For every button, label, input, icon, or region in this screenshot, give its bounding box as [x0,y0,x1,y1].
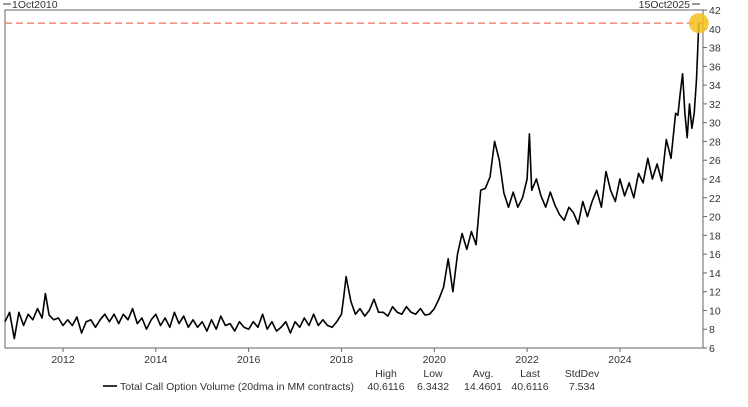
y-tick-label: 18 [709,230,721,242]
y-tick-label: 30 [709,118,721,130]
x-axis: 2012 2014 2016 2018 2020 2022 2024 [51,348,632,366]
y-tick-label: 36 [709,61,721,73]
stat-header-low: Low [423,368,443,380]
y-tick-label: 32 [709,99,721,111]
x-tick-label: 2022 [515,354,539,366]
stat-header-high: High [375,368,397,380]
y-axis: 6 8 10 12 14 16 18 20 22 24 26 28 30 32 34 36 38 40 42 [703,5,721,355]
marker-layer [688,13,709,34]
end-date-label: 15Oct2025 [639,0,691,11]
plot-border [4,9,704,349]
stat-value-low: 6.3432 [417,381,449,393]
series-layer [4,23,700,340]
stat-header-last: Last [520,368,540,380]
y-tick-label: 38 [709,43,721,55]
stat-value-last: 40.6116 [511,381,548,393]
x-tick-label: 2018 [330,354,354,366]
legend-series-label: Total Call Option Volume (20dma in MM co… [120,381,354,393]
y-tick-label: 20 [709,212,721,224]
y-tick-label: 24 [709,174,721,186]
y-tick-label: 22 [709,193,721,205]
highlight-marker [688,13,709,34]
stat-header-stddev: StdDev [565,368,600,380]
start-date-label: 1Oct2010 [12,0,58,11]
y-tick-label: 8 [709,324,715,336]
stat-value-stddev: 7.534 [569,381,595,393]
y-tick-label: 12 [709,287,721,299]
y-tick-label: 26 [709,155,721,167]
x-tick-label: 2016 [237,354,261,366]
y-tick-label: 42 [709,5,721,17]
y-tick-label: 14 [709,268,721,280]
y-tick-label: 16 [709,249,721,261]
y-tick-label: 10 [709,305,721,317]
chart-frame [4,9,704,349]
stat-header-avg: Avg. [473,368,494,380]
y-tick-label: 28 [709,136,721,148]
x-tick-label: 2024 [608,354,632,366]
y-tick-label: 34 [709,80,721,92]
y-tick-label: 6 [709,343,715,355]
x-tick-label: 2014 [144,354,168,366]
x-tick-label: 2020 [423,354,447,366]
series-line [4,23,700,340]
x-tick-label: 2012 [51,354,75,366]
stat-value-high: 40.6116 [367,381,404,393]
stat-value-avg: 14.4601 [464,381,502,393]
y-tick-label: 40 [709,24,721,36]
